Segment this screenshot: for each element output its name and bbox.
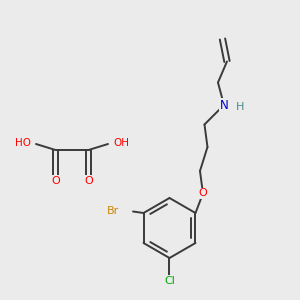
Text: O: O xyxy=(51,176,60,186)
Text: OH: OH xyxy=(113,138,129,148)
Text: Br: Br xyxy=(107,206,119,217)
Text: Cl: Cl xyxy=(164,275,175,286)
Text: HO: HO xyxy=(15,138,31,148)
Text: O: O xyxy=(199,188,207,199)
Text: H: H xyxy=(236,101,245,112)
Text: N: N xyxy=(220,98,228,112)
Text: O: O xyxy=(84,176,93,186)
